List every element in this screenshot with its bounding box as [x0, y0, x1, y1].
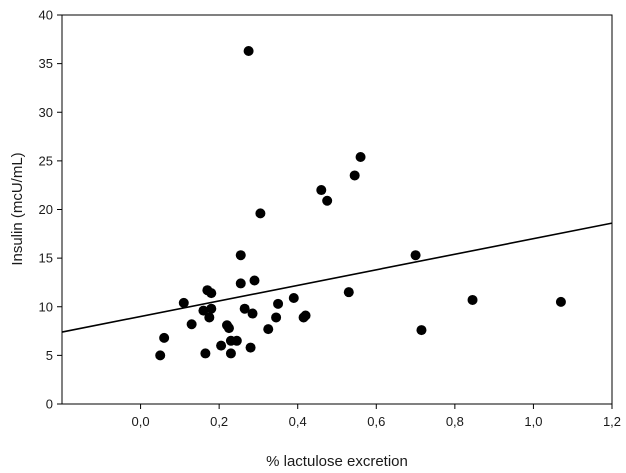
data-point: [273, 298, 284, 309]
trendline: [61, 222, 613, 333]
data-point: [235, 278, 246, 289]
data-point: [243, 45, 254, 56]
data-point: [239, 303, 250, 314]
y-tick-label: 20: [39, 202, 53, 217]
data-point: [316, 185, 327, 196]
y-tick-label: 35: [39, 56, 53, 71]
data-point: [159, 332, 170, 343]
x-axis: 0,0 0,2 0,4 0,6 0,8 1,0 1,2: [132, 404, 621, 429]
data-points: [155, 45, 566, 361]
data-point: [200, 348, 211, 359]
y-tick-label: 15: [39, 251, 53, 266]
data-point: [300, 310, 311, 321]
data-point: [355, 151, 366, 162]
y-tick-label: 0: [46, 397, 53, 412]
data-point: [322, 195, 333, 206]
plot-area: 0 5 10 15 20 25 30 35 40 0,0 0,2 0,4 0,6 0,8 1,0 1,2: [39, 8, 622, 430]
x-tick-label: 0,0: [132, 414, 150, 429]
x-tick-label: 0,4: [289, 414, 307, 429]
data-point: [247, 308, 258, 319]
data-point: [204, 312, 215, 323]
data-point: [416, 325, 427, 336]
y-tick-label: 40: [39, 8, 53, 23]
data-point: [410, 250, 421, 261]
data-point: [349, 170, 360, 181]
y-tick-label: 30: [39, 105, 53, 120]
data-point: [249, 275, 260, 286]
data-point: [178, 297, 189, 308]
x-tick-label: 1,0: [524, 414, 542, 429]
x-tick-label: 0,8: [446, 414, 464, 429]
y-axis-title: Insulin (mcU/mL): [9, 152, 26, 265]
data-point: [245, 342, 256, 353]
x-tick-label: 1,2: [603, 414, 621, 429]
y-axis: 0 5 10 15 20 25 30 35 40: [39, 8, 62, 412]
data-point: [255, 208, 266, 219]
x-tick-label: 0,6: [367, 414, 385, 429]
y-tick-label: 5: [46, 348, 53, 363]
plot-frame: [61, 14, 613, 405]
y-tick-label: 10: [39, 299, 53, 314]
data-point: [231, 335, 242, 346]
data-point: [186, 319, 197, 330]
data-point: [225, 348, 236, 359]
data-point: [555, 296, 566, 307]
x-tick-label: 0,2: [210, 414, 228, 429]
y-tick-label: 25: [39, 153, 53, 168]
data-point: [271, 312, 282, 323]
data-point: [198, 305, 209, 316]
data-point: [216, 340, 227, 351]
data-point: [263, 324, 274, 335]
data-point: [467, 294, 478, 305]
data-point: [206, 303, 217, 314]
data-point: [206, 288, 217, 299]
data-point: [288, 292, 299, 303]
x-axis-title: % lactulose excretion: [266, 453, 408, 470]
data-point: [343, 287, 354, 298]
data-point: [235, 250, 246, 261]
data-point: [155, 350, 166, 361]
data-point: [223, 323, 234, 334]
